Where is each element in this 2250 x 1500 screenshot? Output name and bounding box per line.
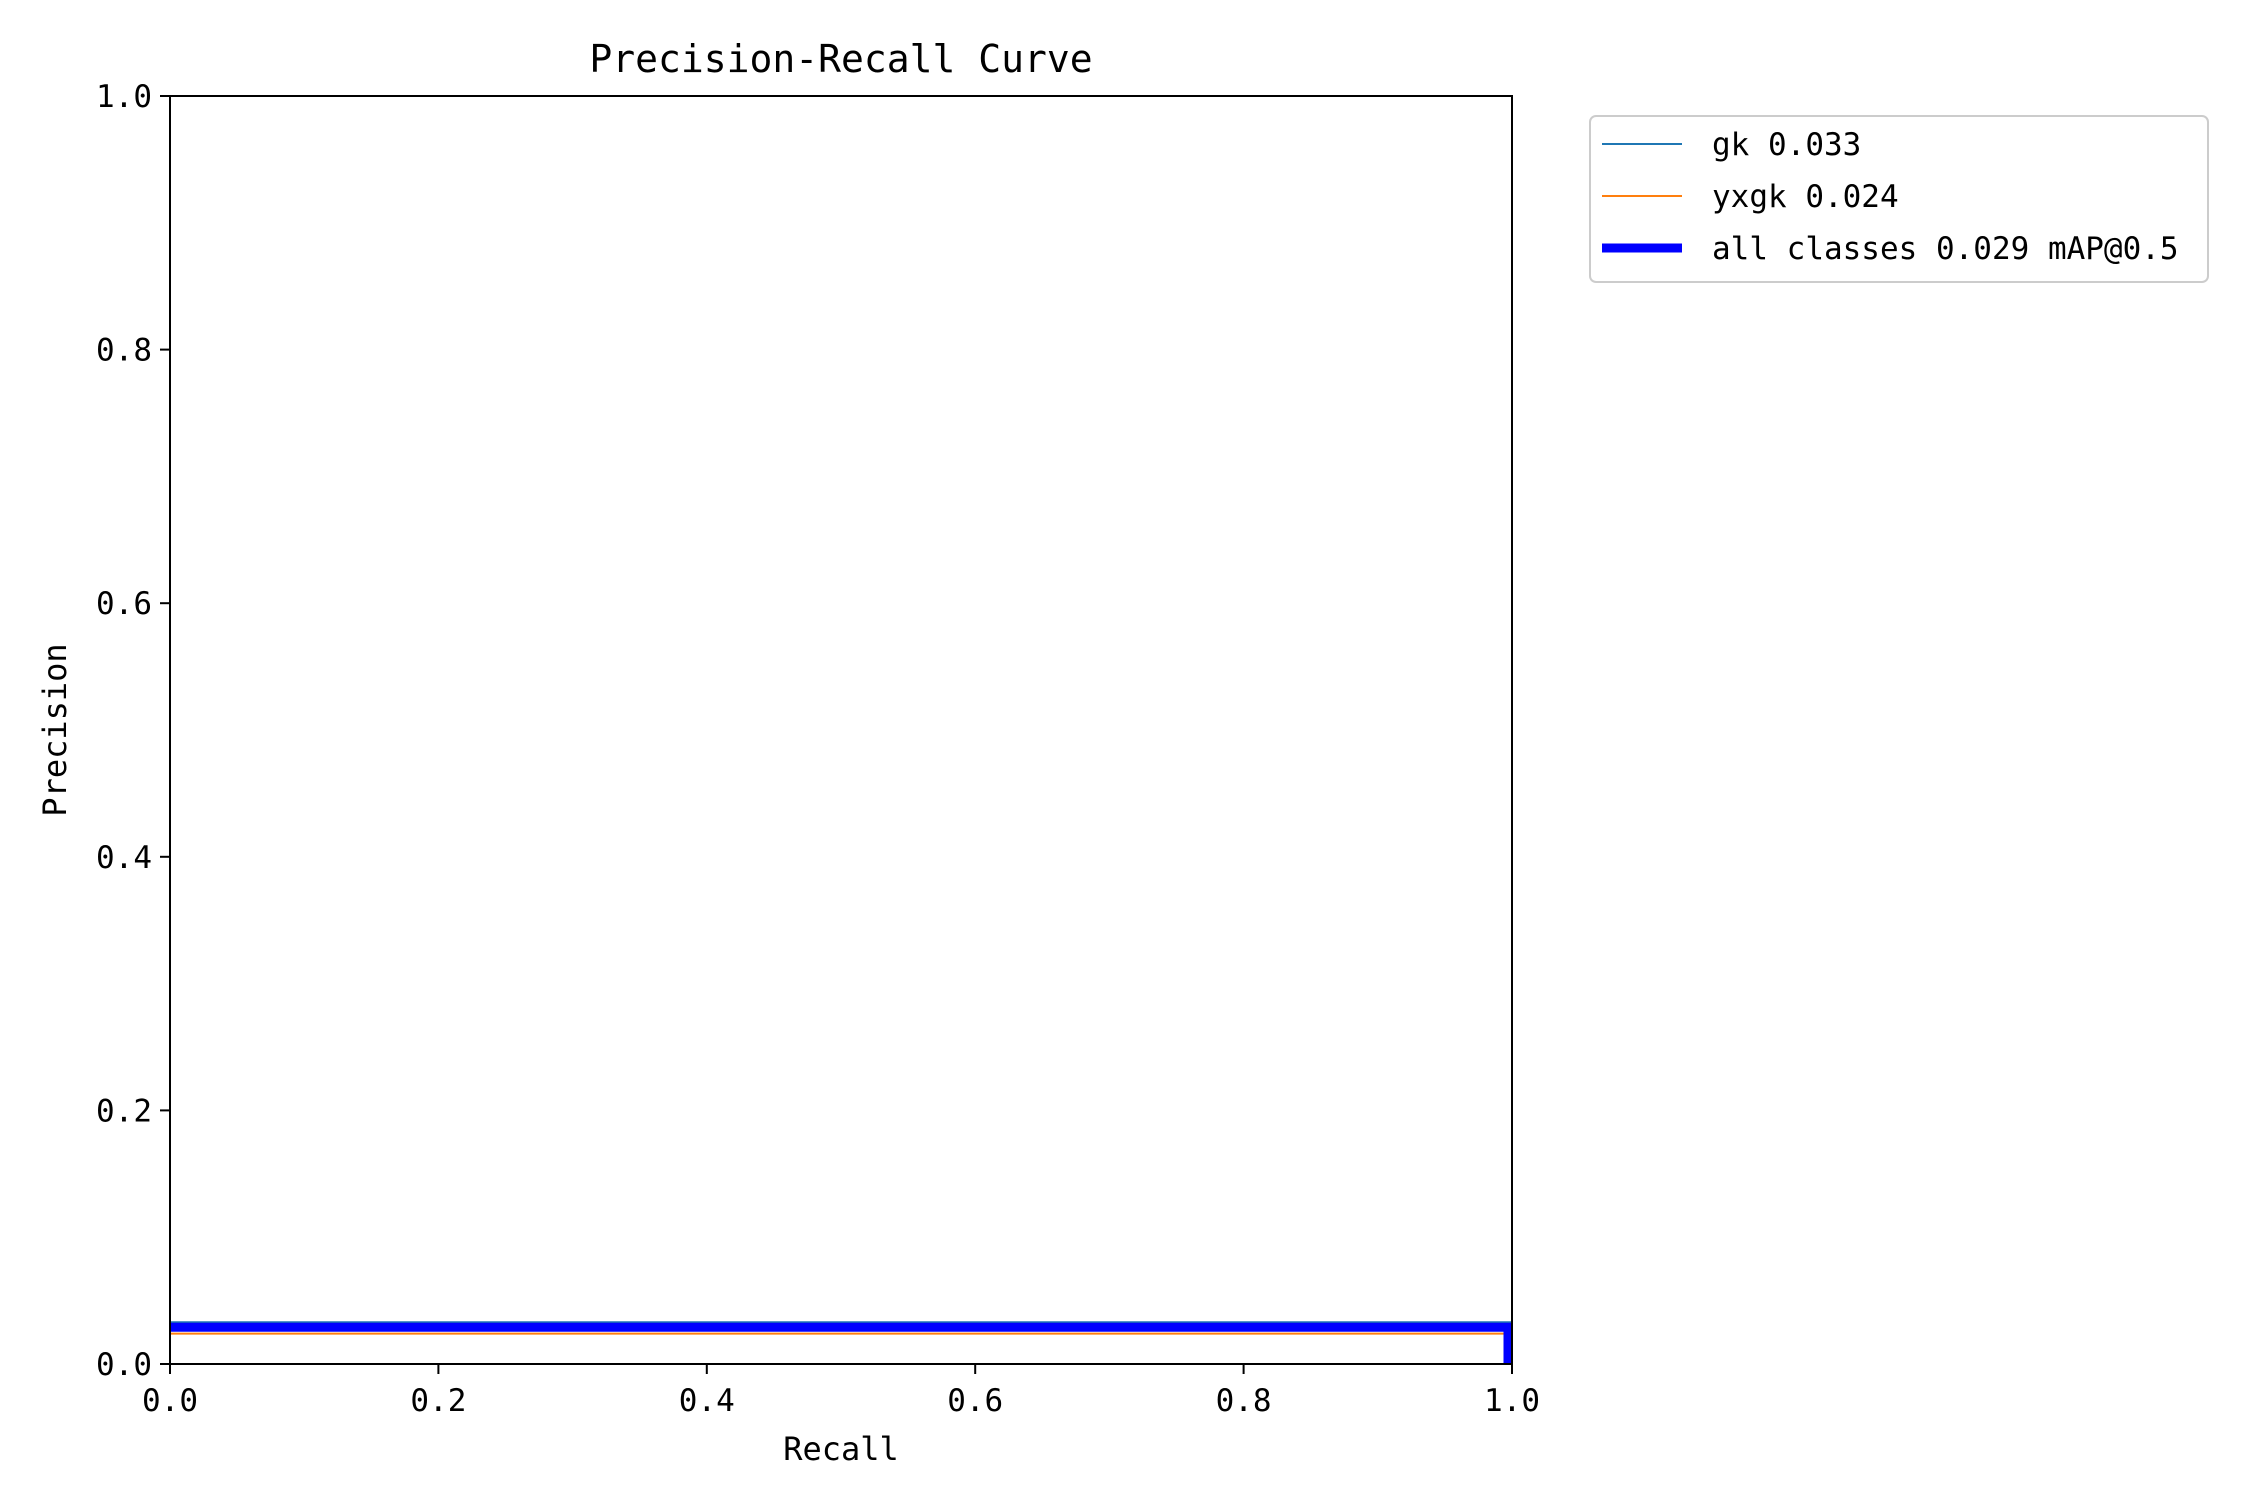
y-tick-label: 0.4 bbox=[96, 840, 152, 876]
x-tick-label: 0.0 bbox=[142, 1383, 198, 1419]
legend-label-2: yxgk 0.024 bbox=[1712, 179, 1899, 215]
legend-label-3: all classes 0.029 mAP@0.5 bbox=[1712, 231, 2179, 267]
y-axis-label: Precision bbox=[36, 643, 74, 816]
legend-items: gk 0.033 yxgk 0.024 all classes 0.029 mAP@… bbox=[1602, 127, 2179, 267]
chart-title: Precision-Recall Curve bbox=[589, 37, 1092, 81]
series-line-3 bbox=[170, 1322, 1513, 1364]
y-tick-label: 0.2 bbox=[96, 1093, 152, 1129]
x-tick-label: 0.2 bbox=[410, 1383, 466, 1419]
x-tick-label: 0.6 bbox=[947, 1383, 1003, 1419]
plot-area bbox=[169, 95, 1513, 1365]
y-tick-label: 0.8 bbox=[96, 333, 152, 369]
plot-frame bbox=[169, 95, 1513, 1365]
legend-label-1: gk 0.033 bbox=[1712, 127, 1861, 163]
x-tick-label: 1.0 bbox=[1484, 1383, 1540, 1419]
legend: gk 0.033 yxgk 0.024 all classes 0.029 mAP@… bbox=[1589, 115, 2209, 283]
y-tick-label: 1.0 bbox=[96, 79, 152, 115]
series-lines bbox=[170, 1321, 1513, 1364]
plot-background bbox=[170, 96, 1512, 1364]
x-tick-label: 0.4 bbox=[679, 1383, 735, 1419]
y-tick-label: 0.6 bbox=[96, 586, 152, 622]
x-axis-label: Recall bbox=[783, 1430, 899, 1468]
y-axis: 0.0 0.2 0.4 0.6 0.8 1.0 bbox=[96, 79, 170, 1383]
x-tick-label: 0.8 bbox=[1216, 1383, 1272, 1419]
x-axis: 0.0 0.2 0.4 0.6 0.8 1.0 bbox=[142, 1364, 1540, 1419]
y-tick-label: 0.0 bbox=[96, 1347, 152, 1383]
legend-box bbox=[1589, 115, 2209, 283]
